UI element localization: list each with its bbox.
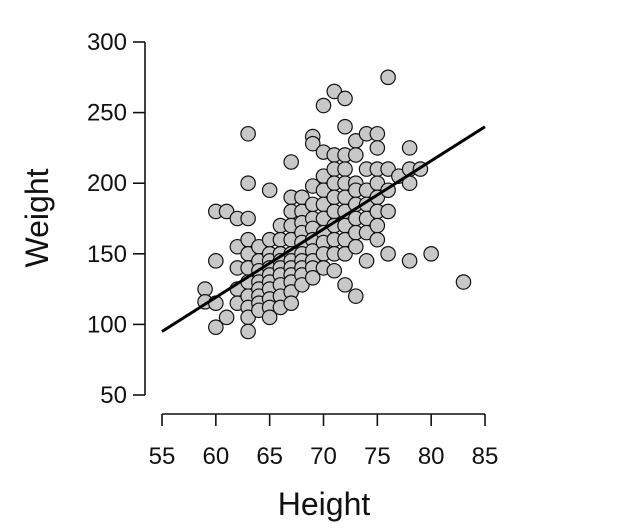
x-tick-label-85: 85 (472, 443, 499, 470)
y-tick-label-50: 50 (100, 382, 127, 409)
x-axis-title: Height (278, 486, 371, 522)
data-point-13 (241, 127, 255, 141)
y-axis-title: Weight (19, 168, 55, 267)
data-point-151 (424, 247, 438, 261)
data-point-132 (370, 127, 384, 141)
data-point-14 (241, 176, 255, 190)
data-point-52 (284, 155, 298, 169)
data-point-117 (349, 148, 363, 162)
data-point-23 (241, 324, 255, 338)
data-point-139 (370, 232, 384, 246)
data-point-131 (359, 254, 373, 268)
x-tick-label-75: 75 (364, 443, 391, 470)
data-point-140 (381, 70, 395, 84)
points-layer (198, 70, 471, 339)
data-point-7 (219, 310, 233, 324)
y-tick-label-300: 300 (87, 29, 127, 56)
y-axis: 50 100 150 200 250 300 (87, 29, 145, 409)
data-point-152 (456, 275, 470, 289)
data-point-143 (381, 204, 395, 218)
data-point-123 (349, 240, 363, 254)
y-tick-label-200: 200 (87, 170, 127, 197)
x-axis: 55 60 65 70 75 80 85 (149, 414, 499, 470)
data-point-149 (402, 254, 416, 268)
x-tick-label-55: 55 (149, 443, 176, 470)
data-point-104 (327, 264, 341, 278)
y-tick-label-250: 250 (87, 100, 127, 127)
data-point-32 (262, 183, 276, 197)
data-point-133 (370, 141, 384, 155)
data-point-105 (338, 91, 352, 105)
data-point-106 (338, 120, 352, 134)
data-point-3 (209, 254, 223, 268)
data-point-108 (338, 162, 352, 176)
data-point-63 (284, 296, 298, 310)
data-point-15 (241, 211, 255, 225)
x-tick-label-65: 65 (256, 443, 283, 470)
data-point-138 (370, 218, 384, 232)
data-point-85 (316, 98, 330, 112)
data-point-146 (402, 141, 416, 155)
y-tick-label-100: 100 (87, 311, 127, 338)
data-point-115 (338, 278, 352, 292)
x-tick-label-70: 70 (310, 443, 337, 470)
x-tick-label-60: 60 (202, 443, 229, 470)
data-point-124 (349, 289, 363, 303)
y-tick-label-150: 150 (87, 241, 127, 268)
data-point-144 (381, 247, 395, 261)
x-tick-label-80: 80 (418, 443, 445, 470)
